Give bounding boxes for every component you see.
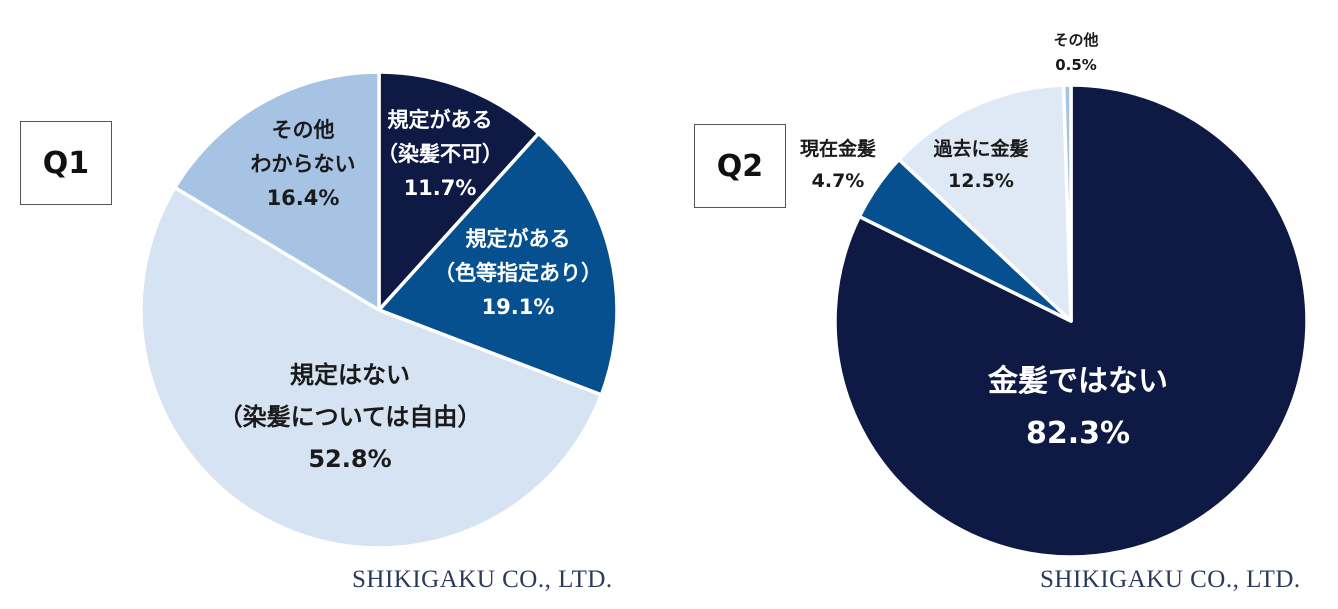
slice-other-unknown	[173, 70, 381, 312]
slice-color-specified	[377, 131, 619, 397]
credit-q2: SHIKIGAKU CO., LTD.	[1040, 566, 1301, 593]
q1-label-2-line-1: （染髪については自由）	[219, 403, 482, 431]
q2-value-2: 12.5%	[948, 170, 1014, 192]
q1-label-3-line-0: その他	[272, 118, 335, 142]
q2-title-box: Q2	[694, 124, 786, 208]
slice-other	[1061, 83, 1073, 323]
slice-previously-blonde	[897, 83, 1073, 323]
slice-no-rule	[139, 185, 604, 550]
q1-label-1-line-0: 規定がある	[466, 227, 571, 251]
q1-value-3: 16.4%	[267, 186, 340, 210]
q1-label-3-line-1: わからない	[251, 152, 356, 176]
q2-label-3-line-0: その他	[1053, 31, 1098, 49]
q1-label-2-line-0: 規定はない	[290, 361, 410, 389]
q2-label-1-line-0: 現在金髪	[800, 137, 876, 160]
q1-value-1: 19.1%	[482, 295, 555, 319]
pie-chart-q2: 金髪ではない 82.3% 現在金髪 4.7% 過去に金髪 12.5% その他 0.5%	[800, 31, 1309, 559]
q1-title-box: Q1	[20, 121, 112, 205]
q2-value-0: 82.3%	[1026, 416, 1130, 451]
q2-value-3: 0.5%	[1055, 56, 1097, 74]
q1-value-0: 11.7%	[404, 176, 477, 200]
q1-label-0-line-1: （染髪不可）	[377, 142, 503, 166]
q1-label-0-line-0: 規定がある	[388, 108, 493, 132]
pie-chart-q1: 規定がある （染髪不可） 11.7% 規定がある （色等指定あり） 19.1% 規定はない （…	[139, 70, 619, 550]
slice-prohibited	[377, 70, 541, 312]
q2-label-0-line-0: 金髪ではない	[987, 364, 1168, 399]
q1-label-1-line-1: （色等指定あり）	[434, 261, 602, 285]
q1-value-2: 52.8%	[308, 445, 391, 473]
q2-label-2-line-0: 過去に金髪	[933, 137, 1028, 160]
credit-q1: SHIKIGAKU CO., LTD.	[352, 566, 613, 593]
q2-value-1: 4.7%	[812, 170, 865, 192]
